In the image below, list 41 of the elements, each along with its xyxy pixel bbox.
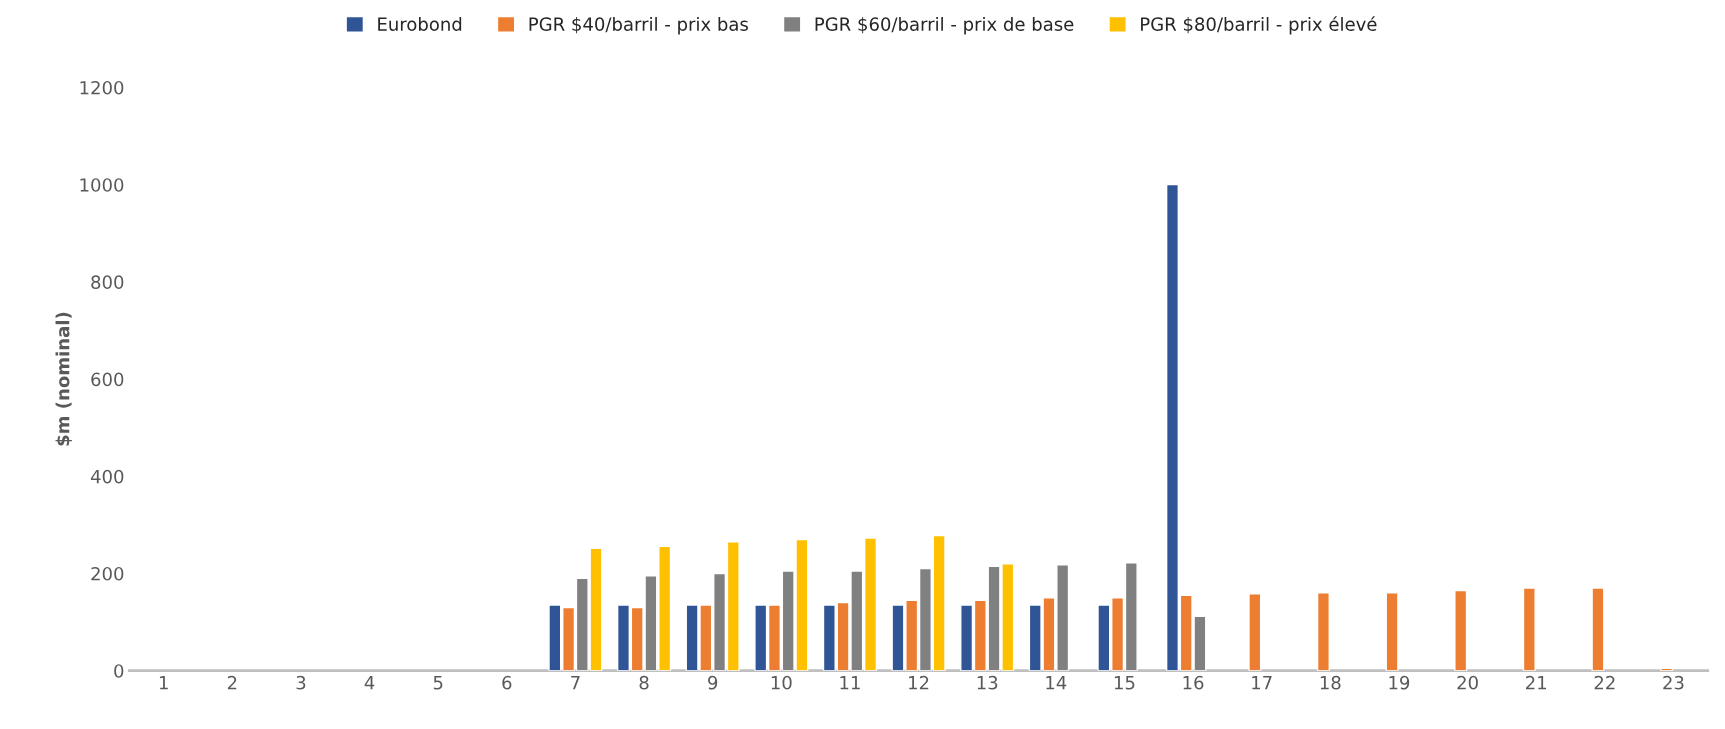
y-tick-label: 400 xyxy=(90,469,124,484)
y-tick-label: 800 xyxy=(91,275,124,289)
x-tick-label: 15 xyxy=(1114,676,1135,690)
x-tick-label: 21 xyxy=(1526,675,1547,690)
y-tick-label: 600 xyxy=(91,372,124,387)
x-tick-label: 19 xyxy=(1389,675,1410,690)
y-axis-title: $m (nominal) xyxy=(55,312,72,446)
x-tick-label: 5 xyxy=(433,676,443,690)
legend-label: Eurobond xyxy=(378,16,462,31)
bar xyxy=(1522,587,1536,671)
x-tick-label: 17 xyxy=(1252,676,1272,690)
x-tick-label: 20 xyxy=(1457,675,1478,690)
bar xyxy=(1591,587,1605,671)
x-tick-label: 10 xyxy=(771,675,792,690)
bar xyxy=(1316,592,1330,671)
x-tick-label: 16 xyxy=(1183,675,1204,690)
y-tick-label: 1200 xyxy=(80,80,124,95)
x-tick-label: 23 xyxy=(1663,675,1684,690)
x-tick-label: 4 xyxy=(364,676,375,690)
y-tick-label: 1000 xyxy=(80,178,124,192)
x-tick-label: 14 xyxy=(1046,676,1067,690)
bar xyxy=(1385,592,1399,671)
legend-label: PGR $40/barril - prix bas xyxy=(529,16,748,35)
x-tick-label: 1 xyxy=(159,676,168,690)
legend-label: PGR $60/barril - prix de base xyxy=(815,16,1074,35)
x-tick-label: 18 xyxy=(1320,675,1341,690)
legend-label: PGR $80/barril - prix élevé xyxy=(1141,16,1377,35)
x-tick-label: 22 xyxy=(1594,675,1615,690)
x-tick-label: 8 xyxy=(639,675,649,690)
x-tick-label: 6 xyxy=(502,675,512,690)
x-tick-label: 3 xyxy=(296,675,306,690)
y-tick-label: 0 xyxy=(114,664,124,678)
x-tick-label: 9 xyxy=(708,675,718,690)
x-tick-label: 12 xyxy=(909,675,929,690)
bar xyxy=(1454,589,1468,671)
x-tick-label: 2 xyxy=(227,675,237,690)
bar xyxy=(1248,593,1262,671)
x-tick-label: 13 xyxy=(977,675,998,690)
y-tick-label: 200 xyxy=(91,566,124,581)
x-tick-label: 7 xyxy=(571,676,580,690)
x-tick-label: 11 xyxy=(840,676,860,690)
